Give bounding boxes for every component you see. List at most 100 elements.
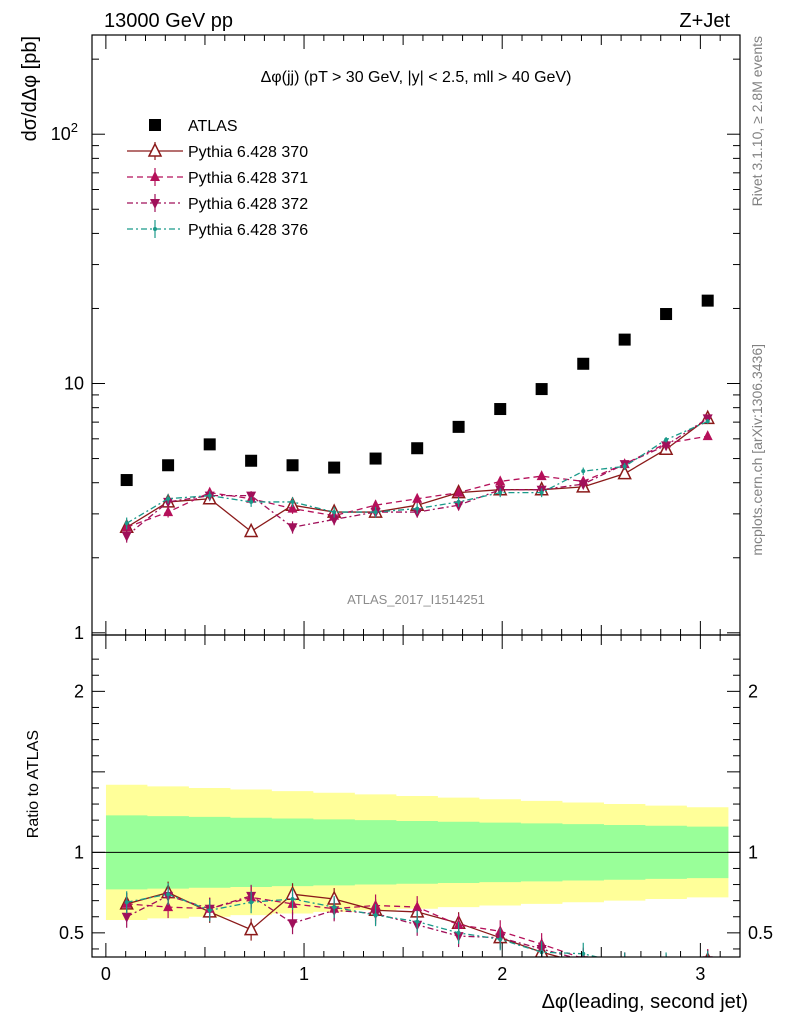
main-series — [119, 294, 715, 543]
ratio-y-tick-label-right: 1 — [748, 842, 758, 862]
legend-label: ATLAS — [188, 118, 238, 135]
ratio-y-tick-label-right: 0.5 — [748, 923, 773, 943]
main-point — [290, 499, 295, 504]
ratio-point — [373, 913, 378, 918]
ratio-point — [619, 961, 631, 973]
main-point — [373, 510, 378, 515]
ratio-point — [578, 956, 589, 957]
main-point — [702, 430, 713, 441]
ratio-point — [660, 961, 672, 973]
main-point — [162, 459, 175, 472]
main-point — [617, 464, 632, 480]
legend-label: Pythia 6.428 372 — [188, 196, 308, 213]
ratio-point — [456, 930, 461, 935]
main-point — [370, 499, 381, 510]
ratio-point — [661, 963, 671, 973]
rivet-label: Rivet 3.1.10, ≥ 2.8M events — [749, 36, 765, 206]
legend-marker — [149, 119, 161, 131]
legend-marker — [150, 199, 160, 209]
main-point — [328, 461, 341, 474]
main-point — [535, 383, 548, 396]
legend-label: Pythia 6.428 370 — [188, 144, 308, 161]
main-y-label: dσ/dΔφ [pb] — [19, 36, 41, 141]
legend-label: Pythia 6.428 376 — [188, 222, 308, 239]
main-title: Δφ(jj) (pT > 30 GeV, |y| < 2.5, mll > 40… — [261, 69, 572, 86]
main-y-tick-label: 1 — [74, 623, 84, 643]
x-tick-label: 0 — [101, 964, 111, 984]
main-point — [121, 531, 132, 542]
main-point — [661, 441, 672, 452]
x-tick-label: 1 — [299, 964, 309, 984]
ratio-point — [287, 919, 298, 930]
header-right: Z+Jet — [679, 10, 730, 32]
ratio-point — [582, 954, 585, 957]
ratio-point — [498, 937, 503, 942]
main-point — [207, 493, 212, 498]
main-point — [577, 357, 590, 370]
ratio-frame — [91, 634, 741, 958]
main-point — [622, 464, 627, 469]
ratio-point — [166, 892, 171, 897]
ratio-point — [332, 905, 337, 910]
ratio-point — [415, 919, 420, 924]
ratio-point — [620, 957, 630, 967]
ratio-point — [706, 960, 710, 964]
main-point — [246, 491, 257, 502]
x-axis-label: Δφ(leading, second jet) — [542, 991, 748, 1013]
ratio-y-tick-label-left: 0.5 — [59, 923, 84, 943]
main-point — [536, 470, 547, 481]
ratio-point — [661, 959, 671, 969]
main-point — [701, 294, 714, 307]
axes: 1 10 102 0 1 2 3 0.5 0.5 1 1 2 2 — [51, 34, 773, 984]
ratio-point — [412, 901, 423, 912]
watermark: ATLAS_2017_I1514251 — [347, 592, 485, 607]
ratio-point — [664, 961, 668, 965]
main-y-tick-label: 102 — [51, 120, 78, 144]
x-tick-label: 3 — [695, 964, 705, 984]
main-point — [329, 515, 340, 526]
main-point — [415, 506, 420, 511]
main-point — [494, 403, 507, 416]
main-point — [166, 496, 171, 501]
main-point — [705, 419, 710, 424]
main-point — [495, 475, 506, 486]
ratio-point — [249, 900, 254, 905]
main-point — [452, 420, 465, 433]
legend-marker — [150, 171, 160, 181]
ratio-bands — [92, 784, 740, 920]
mcplots-label: mcplots.cern.ch [arXiv:1306.3436] — [749, 344, 765, 556]
ratio-series — [119, 881, 713, 973]
ratio-y-tick-label-left: 2 — [74, 681, 84, 701]
main-point — [332, 510, 337, 515]
main-point — [124, 521, 129, 526]
ratio-point — [623, 961, 627, 965]
main-point — [581, 469, 586, 474]
main-point — [453, 486, 464, 497]
main-point — [243, 522, 259, 538]
ratio-point — [620, 959, 630, 969]
legend-marker — [147, 142, 163, 157]
main-point — [456, 499, 461, 504]
main-point — [411, 442, 424, 455]
main-point — [539, 490, 544, 495]
legend-label: Pythia 6.428 371 — [188, 170, 308, 187]
ratio-point — [243, 920, 259, 936]
main-point — [287, 502, 298, 513]
main-point — [498, 490, 503, 495]
ratio-point — [124, 900, 129, 905]
main-point — [369, 452, 382, 465]
main-point — [578, 480, 589, 491]
ratio-y-label: Ratio to ATLAS — [25, 730, 42, 838]
legend: ATLAS Pythia 6.428 370 Pythia 6.428 371 Pyt… — [127, 118, 308, 239]
main-point — [249, 499, 254, 504]
main-point — [163, 506, 174, 517]
header-left: 13000 GeV pp — [104, 10, 233, 32]
ratio-point — [290, 897, 295, 902]
ratio-point — [121, 912, 132, 923]
main-point — [203, 438, 216, 451]
x-tick-label: 2 — [497, 964, 507, 984]
main-point — [660, 308, 673, 321]
main-point — [664, 437, 669, 442]
ratio-series-clip — [119, 881, 713, 973]
